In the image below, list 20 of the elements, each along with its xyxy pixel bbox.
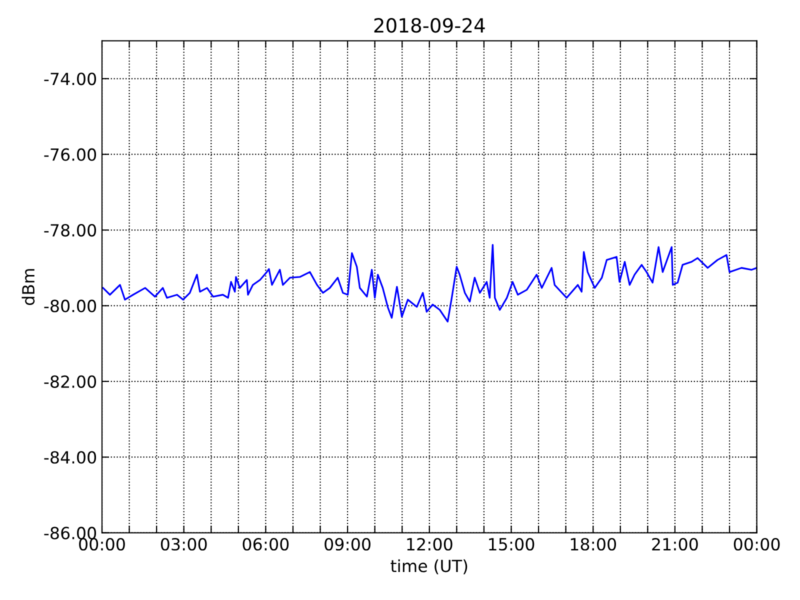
y-tick-label: -80.00: [44, 300, 96, 312]
x-tick-label: 00:00: [79, 538, 125, 551]
x-tick-label: 00:00: [734, 538, 780, 551]
y-axis-title: dBm: [22, 269, 35, 306]
y-tick-label: -76.00: [44, 148, 96, 161]
y-tick-label: -74.00: [44, 72, 96, 86]
chart-title: 2018-09-24: [374, 18, 485, 33]
y-tick-label: -84.00: [44, 451, 96, 464]
line-series: [102, 244, 757, 322]
x-tick-label: 03:00: [160, 538, 207, 551]
x-tick-label: 06:00: [242, 538, 289, 551]
x-axis-title: time (UT): [390, 559, 468, 574]
y-tick-label: -78.00: [44, 224, 96, 237]
y-tick-label: -86.00: [44, 526, 96, 540]
x-tick-label: 18:00: [570, 538, 616, 551]
x-tick-label: 09:00: [324, 538, 370, 551]
y-tick-label: -82.00: [44, 375, 96, 388]
x-tick-label: 12:00: [407, 538, 452, 551]
x-tick-label: 15:00: [489, 538, 534, 551]
x-tick-label: 21:00: [652, 538, 698, 551]
